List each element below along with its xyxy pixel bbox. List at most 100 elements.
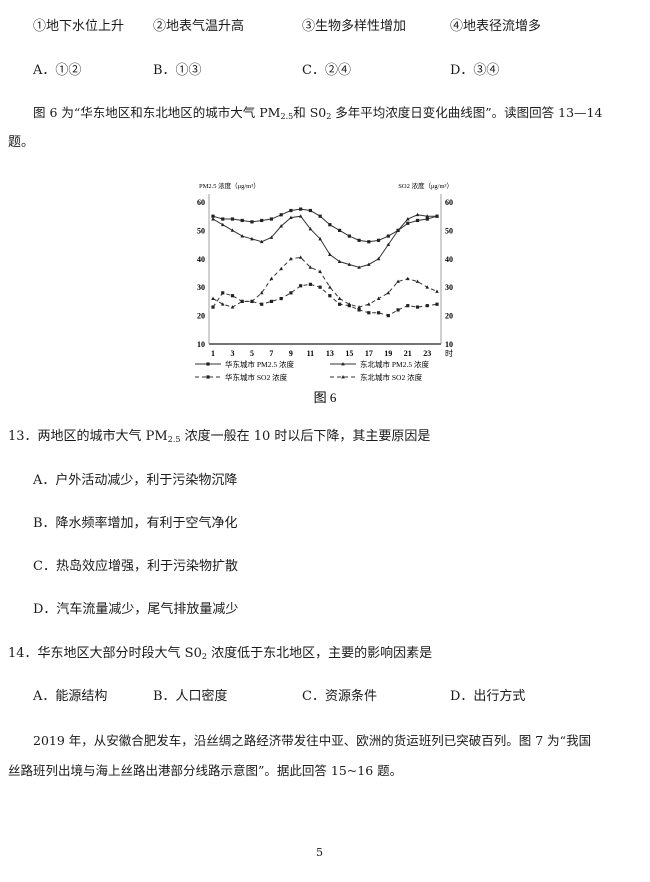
data-point [220, 302, 225, 306]
data-point [259, 290, 264, 295]
data-point [396, 228, 400, 232]
data-point [435, 302, 439, 306]
y-tick-left: 10 [197, 340, 205, 349]
data-point [279, 213, 283, 217]
q13-option-a: A．户外活动减少，利于污染物沉降 [33, 473, 238, 488]
q12-item-3: ③生物多样性增加 [302, 19, 407, 34]
data-point [425, 217, 429, 221]
data-point [386, 314, 390, 318]
data-point [328, 285, 332, 289]
data-point [308, 265, 313, 269]
data-point [289, 291, 293, 295]
data-point [415, 305, 420, 309]
y-tick-left: 20 [197, 312, 205, 321]
data-point [357, 308, 361, 312]
x-tick: 9 [289, 349, 293, 358]
data-point [250, 220, 254, 224]
data-point [425, 285, 430, 289]
q12-option-d: D．③④ [450, 63, 500, 78]
data-point [308, 226, 313, 231]
x-tick: 19 [384, 349, 392, 358]
x-tick: 17 [365, 349, 373, 358]
series-line-3 [212, 283, 438, 317]
data-point [269, 235, 274, 239]
q14-stem: 14．华东地区大部分时段大气 S02 浓度低于东北地区，主要的影响因素是 [8, 646, 433, 661]
data-point [308, 282, 312, 286]
data-point [338, 302, 342, 306]
q14-option-b: B．人口密度 [153, 689, 228, 704]
x-tick: 23 [423, 349, 431, 358]
x-tick: 11 [307, 349, 315, 358]
data-point [308, 208, 312, 213]
data-point [289, 208, 293, 213]
y-tick-right: 20 [445, 312, 453, 321]
q12-item-2: ②地表气温升高 [153, 19, 245, 34]
data-point [376, 238, 381, 242]
data-point [289, 215, 293, 220]
x-tick: 1 [211, 349, 215, 358]
data-point [347, 234, 351, 238]
data-point [211, 296, 215, 300]
y-tick-right: 40 [445, 255, 453, 264]
x-tick: 15 [345, 349, 353, 358]
y-tick-right: 30 [445, 283, 453, 292]
data-point [367, 240, 371, 244]
chart-title: 图 6 [314, 390, 337, 405]
data-point [406, 221, 410, 225]
data-point [376, 311, 381, 315]
data-point [405, 276, 410, 281]
q13-option-c: C．热岛效应增强，利于污染物扩散 [33, 559, 238, 574]
legend-marker [206, 362, 210, 366]
q12-option-a: A．①② [33, 63, 82, 78]
y-tick-right: 60 [445, 198, 453, 207]
data-point [269, 217, 274, 221]
legend-marker [341, 375, 345, 379]
data-point [435, 289, 439, 293]
data-point [269, 299, 274, 303]
data-point [415, 279, 420, 283]
data-point [338, 228, 342, 232]
data-point [279, 296, 283, 301]
data-point [211, 214, 215, 218]
data-point [299, 207, 303, 211]
data-point [405, 217, 410, 221]
data-point [406, 304, 410, 308]
paragraph-line-1: 2019 年，从安徽合肥发车，沿丝绸之路经济带发往中亚、欧洲的货运班列已突破百列… [33, 733, 592, 748]
data-point [298, 214, 303, 218]
data-point [386, 234, 390, 238]
data-point [240, 299, 245, 303]
data-point [221, 217, 225, 221]
data-point [240, 218, 244, 223]
q13-option-b: B．降水频率增加，有利于空气净化 [33, 516, 238, 531]
series-line-2 [212, 214, 437, 268]
y-axis-label-right: SO2 浓度（μg/m³） [398, 181, 453, 190]
data-point [367, 302, 371, 306]
data-point [279, 224, 283, 228]
legend-label: 东北城市 PM2.5 浓度 [360, 359, 429, 369]
data-point [347, 302, 352, 306]
data-point [425, 304, 429, 308]
q14-option-d: D．出行方式 [450, 689, 526, 704]
x-axis-label: 时 [445, 348, 453, 358]
y-axis-label-left: PM2.5 浓度（μg/m³） [199, 181, 260, 190]
y-tick-left: 30 [197, 283, 205, 292]
q12-item-4: ④地表径流增多 [450, 19, 542, 34]
q13-stem: 13．两地区的城市大气 PM2.5 浓度一般在 10 时以后下降，其主要原因是 [8, 429, 431, 444]
x-tick: 7 [269, 349, 273, 358]
data-point [357, 305, 361, 309]
data-point [415, 212, 420, 217]
data-point [279, 266, 283, 271]
data-point [260, 302, 264, 306]
data-point [425, 214, 430, 218]
data-point [318, 269, 322, 273]
x-tick: 21 [404, 349, 412, 358]
legend-marker [341, 362, 345, 366]
data-point [367, 262, 371, 266]
x-tick: 5 [250, 349, 254, 358]
data-point [337, 296, 342, 300]
data-point [386, 242, 391, 246]
data-point [211, 217, 215, 221]
data-point [376, 256, 381, 261]
data-point [396, 279, 400, 283]
